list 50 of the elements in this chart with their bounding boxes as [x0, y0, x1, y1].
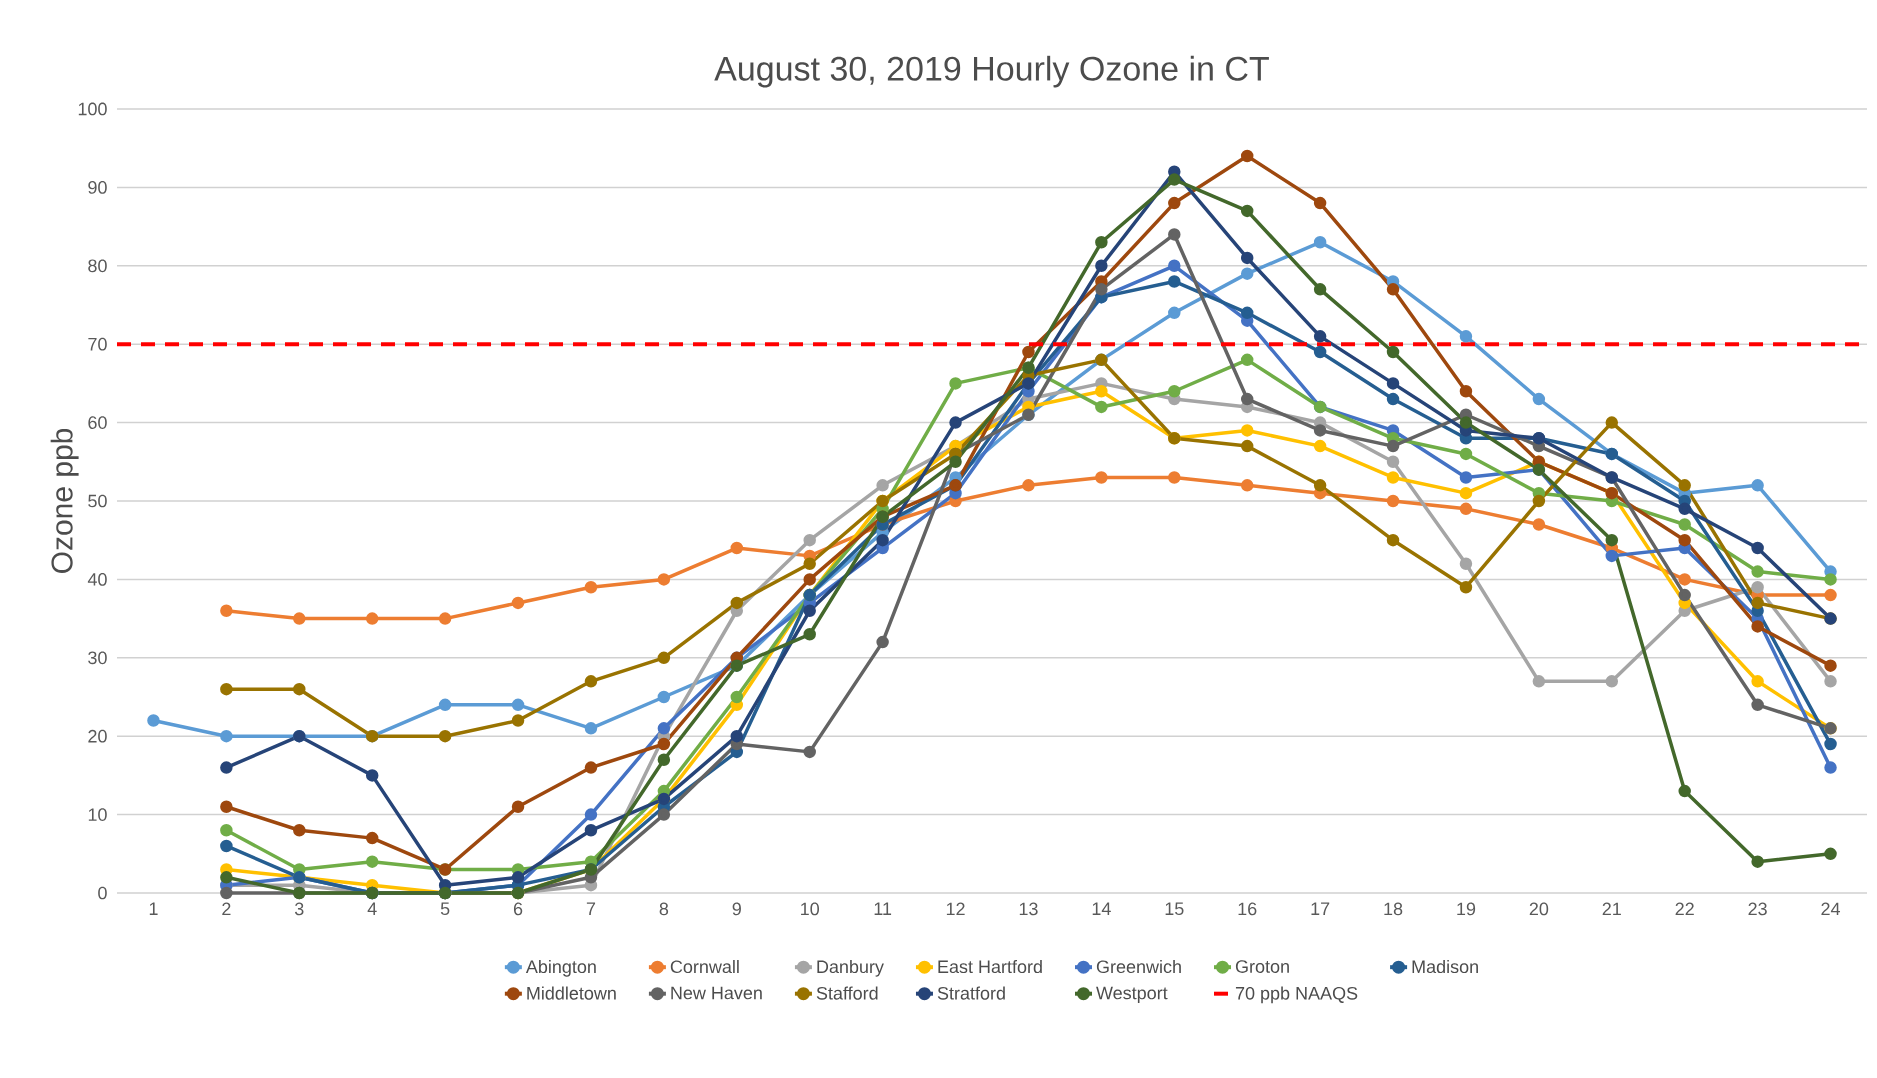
y-tick-label: 90 [88, 181, 107, 194]
legend-label: New Haven [671, 986, 762, 1000]
x-tick-label: 15 [1165, 902, 1184, 916]
legend-label: Stafford [816, 986, 878, 1000]
x-tick-label: 1 [149, 902, 158, 915]
y-axis-title: Ozone ppb [50, 428, 79, 573]
x-tick-label: 19 [1457, 902, 1476, 916]
x-tick-label: 11 [874, 902, 892, 915]
legend-label: Groton [1235, 960, 1289, 973]
x-tick-label: 7 [586, 902, 596, 915]
x-tick-label: 21 [1602, 902, 1621, 916]
x-tick-label: 13 [1019, 902, 1038, 916]
y-tick-label: 30 [88, 651, 107, 665]
legend-label: Greenwich [1096, 959, 1181, 974]
legend-label: Abington [525, 959, 596, 977]
x-tick-label: 16 [1238, 902, 1257, 916]
legend-label: East Hartford [938, 959, 1042, 974]
y-tick-label: 40 [87, 573, 107, 586]
legend-label: Stratford [937, 986, 1005, 1000]
x-tick-label: 20 [1529, 902, 1549, 916]
x-tick-label: 18 [1384, 902, 1403, 916]
x-tick-label: 3 [294, 902, 304, 916]
x-tick-label: 23 [1748, 902, 1767, 916]
y-tick-label: 80 [88, 259, 107, 273]
legend-label: Danbury [817, 959, 884, 977]
y-tick-label: 100 [78, 102, 107, 116]
legend-label: Cornwall [670, 959, 739, 974]
y-tick-label: 50 [88, 494, 107, 508]
y-tick-label: 10 [88, 808, 107, 821]
y-tick-label: 20 [88, 729, 107, 743]
x-tick-label: 14 [1092, 902, 1111, 915]
x-tick-label: 24 [1821, 902, 1841, 916]
x-tick-label: 9 [732, 902, 741, 916]
x-tick-label: 6 [513, 902, 523, 916]
y-tick-label: 60 [88, 416, 107, 429]
legend-label: Westport [1096, 986, 1168, 1003]
legend-label: Madison [1412, 959, 1478, 974]
y-tick-label: 70 [88, 337, 107, 351]
x-tick-label: 22 [1675, 902, 1694, 916]
x-tick-label: 5 [440, 902, 450, 916]
x-tick-label: 17 [1311, 902, 1330, 915]
x-tick-label: 12 [946, 902, 965, 916]
x-tick-label: 8 [659, 902, 669, 916]
x-tick-label: 10 [801, 902, 820, 916]
chart-title: August 30, 2019 Hourly Ozone in CT [714, 55, 1269, 88]
x-tick-label: 4 [367, 902, 377, 915]
legend-label: Middletown [527, 986, 616, 1000]
legend-label: 70 ppb NAAQS [1235, 986, 1358, 1004]
x-tick-label: 2 [222, 902, 231, 916]
y-tick-label: 0 [98, 886, 107, 900]
